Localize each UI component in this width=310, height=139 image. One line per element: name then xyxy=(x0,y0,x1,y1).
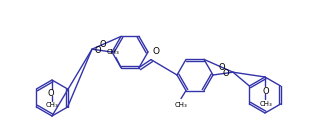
Text: CH₃: CH₃ xyxy=(107,49,119,55)
Text: CH₃: CH₃ xyxy=(46,102,58,108)
Text: O: O xyxy=(95,46,101,55)
Text: CH₃: CH₃ xyxy=(260,101,272,107)
Text: O: O xyxy=(99,40,106,49)
Text: O: O xyxy=(48,89,54,97)
Text: O: O xyxy=(218,63,225,72)
Text: O: O xyxy=(223,69,229,78)
Text: O: O xyxy=(153,47,160,56)
Text: CH₃: CH₃ xyxy=(175,102,187,108)
Text: O: O xyxy=(263,86,269,95)
